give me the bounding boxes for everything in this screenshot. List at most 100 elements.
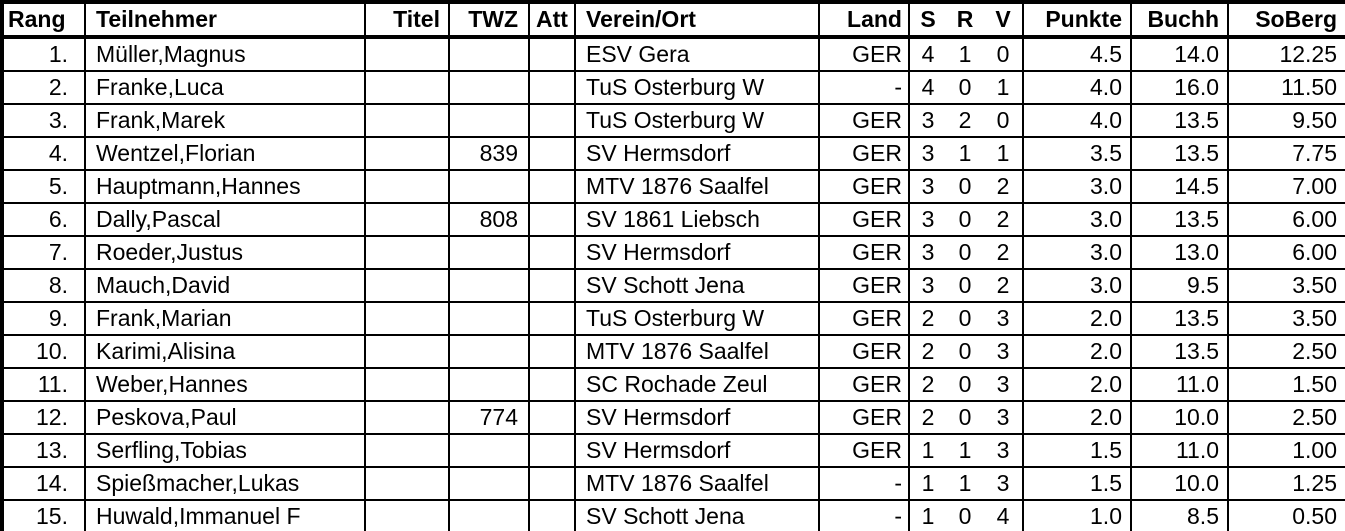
- column-header-twz: TWZ: [448, 1, 530, 39]
- cell-land: GER: [818, 202, 910, 237]
- table-row: 2. Franke,Luca TuS Osterburg W -4 0 1 4.0 16.0 1…: [1, 70, 1345, 105]
- cell-s: 3: [908, 268, 946, 303]
- cell-twz: [448, 235, 530, 270]
- table-row: 12. Peskova,Paul 774 SV Hermsdorf GER 2 0 3 2.0 1…: [1, 400, 1345, 435]
- cell-teilnehmer: Franke,Luca: [84, 70, 366, 105]
- cell-punkte: 4.5: [1022, 36, 1132, 72]
- cell-rang: 8.: [1, 268, 86, 303]
- cell-land: GER: [818, 433, 910, 468]
- column-header-soberg: SoBerg: [1227, 1, 1345, 39]
- cell-teilnehmer: Spießmacher,Lukas: [84, 466, 366, 501]
- cell-teilnehmer: Dally,Pascal: [84, 202, 366, 237]
- cell-rang: 14.: [1, 466, 86, 501]
- cell-att: [528, 301, 576, 336]
- cell-land: -: [818, 466, 910, 501]
- cell-titel: [364, 103, 450, 138]
- cell-teilnehmer: Weber,Hannes: [84, 367, 366, 402]
- cell-twz: [448, 367, 530, 402]
- cell-soberg: 1.25: [1227, 466, 1345, 501]
- cell-att: [528, 268, 576, 303]
- cell-r: 0: [946, 367, 984, 402]
- cell-v: 3: [984, 301, 1024, 336]
- cell-titel: [364, 301, 450, 336]
- cell-soberg: 3.50: [1227, 301, 1345, 336]
- cell-verein: MTV 1876 Saalfel: [574, 169, 820, 204]
- cell-teilnehmer: Wentzel,Florian: [84, 136, 366, 171]
- cell-buchh: 8.5: [1130, 499, 1229, 531]
- cell-punkte: 4.0: [1022, 70, 1132, 105]
- cell-att: [528, 400, 576, 435]
- cell-v: 0: [984, 103, 1024, 138]
- cell-teilnehmer: Frank,Marian: [84, 301, 366, 336]
- cell-verein: ESV Gera: [574, 36, 820, 72]
- cell-land: -: [818, 70, 910, 105]
- table-row: 5. Hauptmann,Hannes MTV 1876 Saalfel GER 3 0 2…: [1, 169, 1345, 204]
- cell-v: 4: [984, 499, 1024, 531]
- cell-verein: SC Rochade Zeul: [574, 367, 820, 402]
- cell-r: 0: [946, 400, 984, 435]
- cell-land: GER: [818, 268, 910, 303]
- cell-land: GER: [818, 136, 910, 171]
- cell-soberg: 6.00: [1227, 235, 1345, 270]
- cell-punkte: 3.0: [1022, 169, 1132, 204]
- cell-soberg: 1.00: [1227, 433, 1345, 468]
- cell-soberg: 9.50: [1227, 103, 1345, 138]
- cell-rang: 2.: [1, 70, 86, 105]
- cell-rang: 1.: [1, 36, 86, 72]
- cell-rang: 5.: [1, 169, 86, 204]
- table-row: 10. Karimi,Alisina MTV 1876 Saalfel GER 2 0 3 2…: [1, 334, 1345, 369]
- cell-rang: 15.: [1, 499, 86, 531]
- cell-r: 0: [946, 169, 984, 204]
- cell-v: 2: [984, 235, 1024, 270]
- cell-titel: [364, 169, 450, 204]
- cell-punkte: 3.0: [1022, 235, 1132, 270]
- cell-twz: 839: [448, 136, 530, 171]
- table-row: 3. Frank,Marek TuS Osterburg W GER 3 2 0 4.0 13.…: [1, 103, 1345, 138]
- cell-land: GER: [818, 301, 910, 336]
- cell-v: 3: [984, 334, 1024, 369]
- table-header: Rang Teilnehmer Titel TWZ Att Verein/Ort…: [1, 1, 1345, 39]
- cell-twz: [448, 433, 530, 468]
- cell-teilnehmer: Huwald,Immanuel F: [84, 499, 366, 531]
- cell-soberg: 1.50: [1227, 367, 1345, 402]
- cell-land: GER: [818, 235, 910, 270]
- cell-verein: SV Schott Jena: [574, 268, 820, 303]
- cell-att: [528, 334, 576, 369]
- column-header-land: Land: [818, 1, 910, 39]
- cell-rang: 3.: [1, 103, 86, 138]
- cell-verein: MTV 1876 Saalfel: [574, 334, 820, 369]
- column-header-s: S: [908, 1, 946, 39]
- cell-v: 3: [984, 433, 1024, 468]
- cell-buchh: 13.5: [1130, 136, 1229, 171]
- cell-verein: SV Hermsdorf: [574, 433, 820, 468]
- cell-att: [528, 433, 576, 468]
- cell-land: GER: [818, 103, 910, 138]
- cell-v: 3: [984, 367, 1024, 402]
- cell-att: [528, 499, 576, 531]
- cell-land: GER: [818, 36, 910, 72]
- cell-soberg: 6.00: [1227, 202, 1345, 237]
- cell-rang: 9.: [1, 301, 86, 336]
- table-row: 4. Wentzel,Florian 839 SV Hermsdorf GER 3 1 1 3.…: [1, 136, 1345, 171]
- cell-v: 2: [984, 169, 1024, 204]
- cell-verein: MTV 1876 Saalfel: [574, 466, 820, 501]
- cell-r: 0: [946, 301, 984, 336]
- cell-s: 3: [908, 169, 946, 204]
- cell-att: [528, 36, 576, 72]
- column-header-r: R: [946, 1, 984, 39]
- cell-s: 3: [908, 136, 946, 171]
- cell-r: 0: [946, 268, 984, 303]
- column-header-punkte: Punkte: [1022, 1, 1132, 39]
- cell-verein: SV 1861 Liebsch: [574, 202, 820, 237]
- cell-punkte: 2.0: [1022, 367, 1132, 402]
- cell-buchh: 14.5: [1130, 169, 1229, 204]
- column-header-att: Att: [528, 1, 576, 39]
- table-row: 1. Müller,Magnus ESV Gera GER 4 1 0 4.5 14.0 12.2…: [1, 36, 1345, 72]
- cell-twz: [448, 334, 530, 369]
- cell-rang: 4.: [1, 136, 86, 171]
- cell-att: [528, 367, 576, 402]
- cell-teilnehmer: Müller,Magnus: [84, 36, 366, 72]
- cell-r: 1: [946, 36, 984, 72]
- cell-verein: SV Schott Jena: [574, 499, 820, 531]
